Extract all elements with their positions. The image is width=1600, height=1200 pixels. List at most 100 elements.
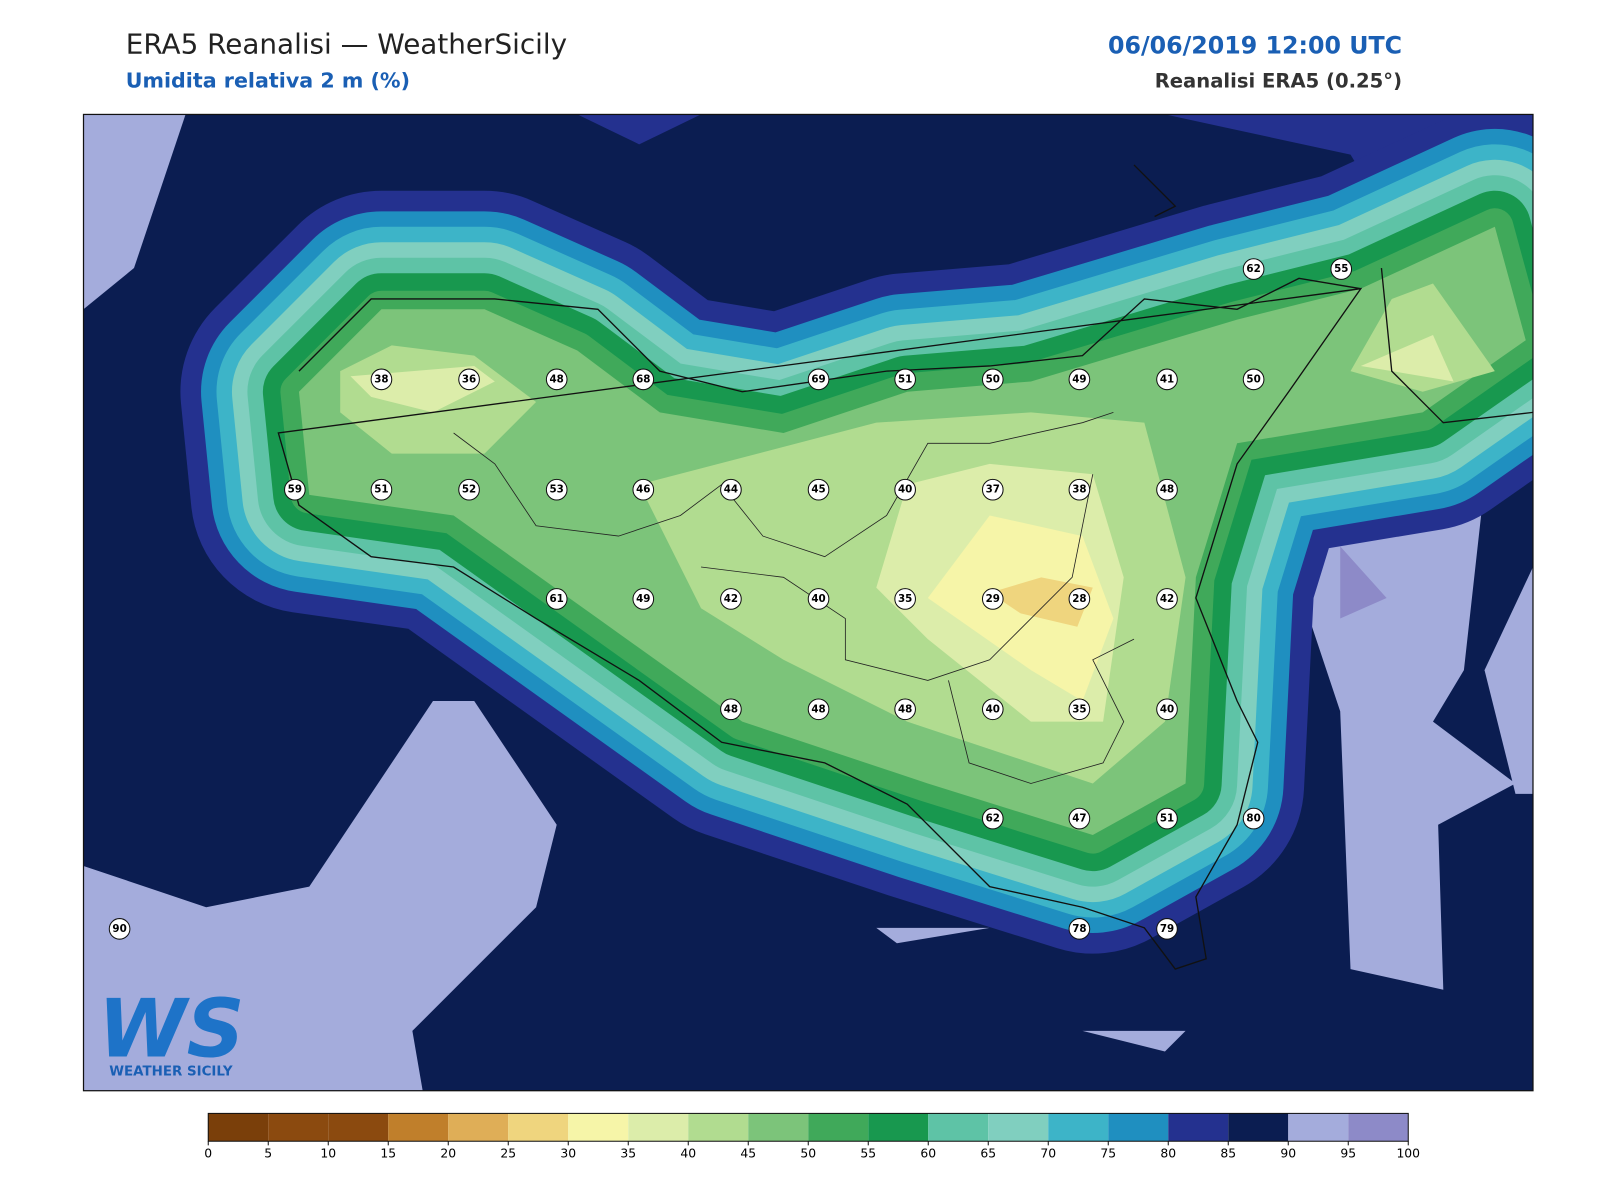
station-marker [981, 368, 1004, 391]
logo-mark: WS [98, 982, 245, 1076]
station-marker [545, 368, 568, 391]
station-marker [807, 478, 830, 501]
colorbar-tick-label: 40 [680, 1147, 696, 1161]
station-value: 51 [898, 373, 912, 385]
station-value: 40 [1160, 703, 1174, 715]
colorbar-bin [1228, 1113, 1289, 1142]
colorbar-bin [1048, 1113, 1109, 1142]
station-marker [284, 478, 306, 501]
station-value: 47 [1072, 813, 1086, 825]
station-marker [720, 478, 742, 501]
colorbar-bin [868, 1113, 929, 1142]
station-marker [1156, 588, 1178, 610]
colorbar-tick-label: 50 [800, 1147, 816, 1161]
station-value: 53 [550, 484, 564, 496]
station-marker [894, 698, 916, 721]
colorbar-bin [748, 1113, 809, 1142]
station-value: 35 [1072, 703, 1086, 715]
station-value: 90 [112, 923, 126, 935]
logo-text: WEATHER SICILY [109, 1064, 233, 1079]
station-value: 46 [636, 484, 650, 496]
station-value: 62 [986, 813, 1000, 825]
colorbar-bin [808, 1113, 869, 1142]
colorbar-bin [508, 1113, 569, 1142]
station-marker [1156, 478, 1178, 501]
station-marker [981, 588, 1004, 610]
station-marker [1068, 807, 1091, 830]
colorbar-tick-label: 35 [620, 1147, 636, 1161]
station-marker [720, 698, 742, 721]
map-frame [82, 113, 1534, 1092]
colorbar-tick-label: 85 [1220, 1147, 1236, 1161]
colorbar-tick-label: 75 [1100, 1147, 1116, 1161]
colorbar-bin [988, 1113, 1049, 1142]
station-marker [807, 368, 830, 391]
station-marker [632, 368, 655, 391]
station-marker [720, 588, 742, 610]
source: Reanalisi ERA5 (0.25°) [1155, 70, 1402, 93]
field-area [1309, 484, 1516, 990]
colorbar-tick-label: 55 [860, 1147, 876, 1161]
colorbar-tick-label: 60 [920, 1147, 936, 1161]
station-value: 69 [811, 373, 825, 385]
station-marker [545, 588, 568, 610]
colorbar-tick-label: 10 [320, 1147, 336, 1161]
station-marker [1068, 698, 1091, 721]
station-marker [894, 588, 916, 610]
station-value: 42 [724, 593, 738, 605]
station-value: 44 [724, 484, 738, 496]
field-area [989, 577, 1093, 627]
station-value: 78 [1072, 923, 1086, 935]
station-value: 48 [898, 703, 912, 715]
station-marker [1068, 478, 1091, 501]
field-area [83, 701, 557, 1091]
colorbar-tick-label: 0 [204, 1147, 212, 1161]
station-marker [632, 478, 655, 501]
station-marker [807, 698, 830, 721]
station-marker [370, 368, 393, 391]
station-value: 48 [550, 373, 564, 385]
station-marker [1242, 368, 1265, 391]
colorbar-bin [448, 1113, 509, 1142]
station-value: 28 [1072, 593, 1086, 605]
station-marker [108, 918, 131, 940]
station-value: 35 [898, 593, 912, 605]
station-value: 80 [1246, 813, 1260, 825]
colorbar-bin [928, 1113, 989, 1142]
colorbar-bin [1168, 1113, 1229, 1142]
colorbar-tick-label: 95 [1340, 1147, 1356, 1161]
station-marker [1068, 918, 1091, 940]
colorbar-tick-label: 25 [500, 1147, 516, 1161]
station-marker [1068, 588, 1091, 610]
station-marker [1156, 698, 1178, 721]
colorbar-tick-label: 100 [1396, 1147, 1420, 1161]
station-value: 40 [986, 703, 1000, 715]
station-value: 38 [374, 373, 388, 385]
field-area [1082, 1030, 1186, 1052]
station-marker [1156, 368, 1178, 391]
station-value: 48 [724, 703, 738, 715]
station-marker [981, 698, 1004, 721]
station-value: 41 [1160, 373, 1174, 385]
station-marker [1242, 807, 1265, 830]
station-marker [632, 588, 655, 610]
station-value: 50 [986, 373, 1000, 385]
field-area [83, 114, 186, 310]
station-marker [1068, 368, 1091, 391]
station-value: 68 [636, 373, 650, 385]
station-value: 51 [1160, 813, 1174, 825]
logo: WS WEATHER SICILY [98, 982, 245, 1080]
station-value: 49 [1072, 373, 1086, 385]
field-area [1360, 335, 1454, 382]
datetime: 06/06/2019 12:00 UTC [1108, 32, 1402, 60]
colorbar-tick-label: 70 [1040, 1147, 1056, 1161]
station-value: 29 [986, 593, 1000, 605]
station-marker [981, 478, 1004, 501]
subtitle: Umidita relativa 2 m (%) [126, 69, 410, 93]
station-value: 49 [636, 593, 650, 605]
station-value: 51 [374, 484, 388, 496]
station-marker [807, 588, 830, 610]
colorbar-bin [1348, 1113, 1409, 1142]
station-marker [1330, 258, 1353, 280]
field-area [1484, 567, 1533, 794]
